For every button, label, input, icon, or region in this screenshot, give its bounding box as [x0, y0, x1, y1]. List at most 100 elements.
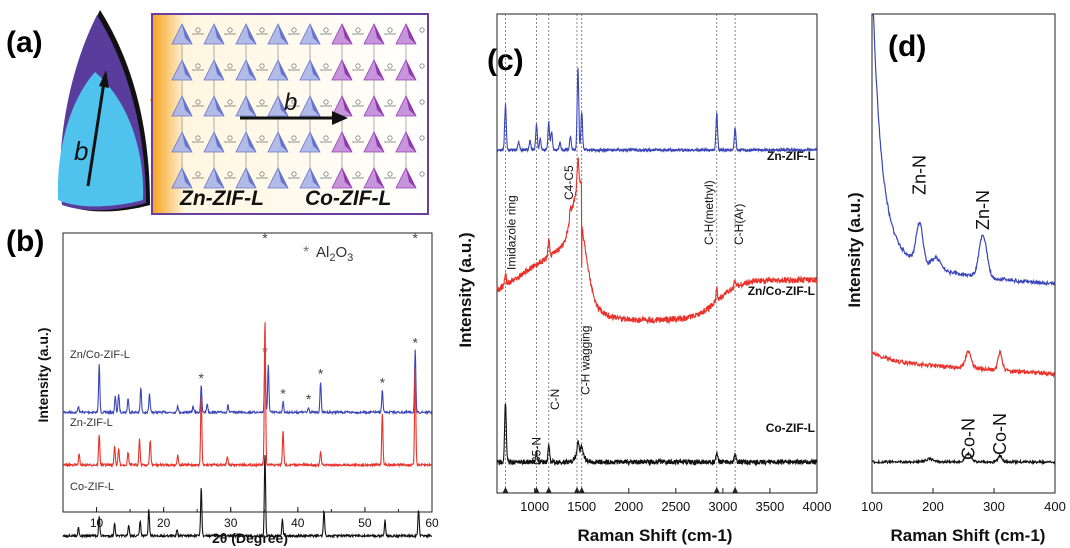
- xrd-al2o3-marker: *: [306, 391, 312, 407]
- imidazolate-ring: [195, 135, 201, 141]
- raman-d-series-zn-co-zif-l: [871, 349, 1056, 379]
- xrd-al2o3-marker: *: [262, 230, 268, 246]
- raman-c-reference-label: C-H wagging: [579, 326, 593, 395]
- tetrahedron-face: [310, 168, 320, 188]
- raman-c-y-axis-label: Intensity (a.u.): [456, 232, 475, 347]
- raman-plot-c: 1000 1500 2000 2500 3000 3500 4000 Imidazole ri…: [496, 13, 831, 514]
- panel-c: (c) 1000 1500 2000 2500 3000 3500 4000 Imidazol…: [456, 13, 831, 545]
- tetrahedron-face: [342, 168, 352, 188]
- tetrahedron-face: [214, 132, 224, 152]
- imidazolate-ring: [419, 63, 425, 69]
- co-zif-l-label: Co-ZIF-L: [305, 187, 391, 210]
- imidazolate-ring: [259, 171, 265, 177]
- panel-c-label: (c): [487, 44, 524, 77]
- imidazolate-ring: [387, 27, 393, 33]
- imidazolate-ring: [355, 171, 361, 177]
- xrd-al2o3-marker: *: [318, 365, 324, 381]
- tetrahedron-face: [182, 60, 192, 80]
- xrd-al2o3-marker: *: [413, 230, 419, 246]
- imidazolate-ring: [195, 63, 201, 69]
- raman-c-series-zn-zif-l: [496, 67, 818, 154]
- imidazolate-ring: [291, 99, 297, 105]
- imidazolate-ring: [227, 171, 233, 177]
- raman-c-reference-marker: [502, 487, 509, 493]
- tetrahedron-face: [278, 132, 288, 152]
- raman-c-x-axis-label: Raman Shift (cm-1): [578, 526, 733, 545]
- xrd-series-zn-co-zif-l: [62, 349, 433, 416]
- imidazolate-ring: [419, 171, 425, 177]
- tetrahedron-face: [214, 24, 224, 44]
- imidazolate-ring: [387, 171, 393, 177]
- tetrahedron-face: [342, 132, 352, 152]
- imidazolate-ring: [291, 171, 297, 177]
- tetrahedron-face: [182, 96, 192, 116]
- imidazolate-ring: [259, 63, 265, 69]
- imidazolate-ring: [419, 27, 425, 33]
- tetrahedron-face: [374, 168, 384, 188]
- raman-c-series-label: Co-ZIF-L: [766, 421, 815, 435]
- panel-b-label: (b): [6, 225, 44, 258]
- raman-c-x-tick-label: 2000: [614, 499, 643, 514]
- xrd-x-tick-label: 50: [358, 516, 372, 530]
- zn-zif-l-label: Zn-ZIF-L: [179, 187, 264, 210]
- imidazolate-ring: [291, 27, 297, 33]
- tetrahedron-face: [310, 96, 320, 116]
- raman-c-series-zn-co-zif-l: [496, 157, 818, 325]
- xrd-series-label: Zn-ZIF-L: [70, 417, 113, 429]
- xrd-series-zn-zif-l: [62, 322, 433, 469]
- tetrahedron-face: [342, 60, 352, 80]
- raman-c-series-label: Zn/Co-ZIF-L: [748, 284, 815, 298]
- tetrahedron-face: [214, 60, 224, 80]
- imidazolate-ring: [291, 63, 297, 69]
- raman-d-annotation: Co-N: [990, 413, 1010, 455]
- lattice-structure: [171, 23, 425, 189]
- tetrahedron-face: [374, 96, 384, 116]
- xrd-x-tick-label: 40: [291, 516, 305, 530]
- raman-c-reference-marker: [574, 487, 580, 493]
- xrd-legend-o: O: [335, 244, 347, 261]
- imidazolate-ring: [355, 135, 361, 141]
- xrd-legend-sub3: 3: [347, 252, 353, 264]
- tetrahedron-face: [406, 60, 416, 80]
- imidazolate-ring: [387, 135, 393, 141]
- xrd-series-co-zif-l: [62, 455, 433, 540]
- xrd-x-axis-label: 2θ (Degree): [212, 530, 288, 546]
- raman-c-x-tick-label: 1500: [567, 499, 596, 514]
- xrd-al2o3-marker: *: [380, 374, 386, 390]
- raman-d-series-zn-zif-l: [872, 14, 1056, 287]
- imidazolate-ring: [291, 135, 297, 141]
- raman-d-annotation: Zn-N: [973, 190, 993, 230]
- imidazolate-ring: [227, 27, 233, 33]
- raman-c-reference-marker: [713, 487, 720, 493]
- tetrahedron-face: [246, 96, 256, 116]
- panel-d: (d) 100 200 300 400 Zn-N Zn-N Co-N Co-N Intensi…: [845, 13, 1066, 545]
- tetrahedron-face: [310, 132, 320, 152]
- panel-b: (b) 10 20 30 40 50 60 * * * * * * * Zn/Co-ZIF-L Zn-ZIF…: [6, 225, 439, 546]
- raman-d-x-tick-label: 200: [922, 499, 944, 514]
- xrd-x-tick-label: 10: [90, 516, 104, 530]
- imidazolate-ring: [323, 99, 329, 105]
- tetrahedron-face: [182, 24, 192, 44]
- raman-d-frame: [871, 13, 1056, 494]
- panel-a-label: (a): [6, 26, 43, 59]
- raman-d-x-tick-label: 300: [983, 499, 1005, 514]
- imidazolate-ring: [259, 27, 265, 33]
- tetrahedron-face: [278, 96, 288, 116]
- imidazolate-ring: [259, 135, 265, 141]
- raman-d-annotation: Co-N: [958, 418, 978, 460]
- panel-d-label: (d): [888, 30, 926, 63]
- raman-c-series-co-zif-l: [496, 403, 818, 467]
- imidazolate-ring: [259, 99, 265, 105]
- xrd-legend-marker: *: [303, 244, 309, 261]
- xrd-plot-frame: [62, 232, 433, 513]
- imidazolate-ring: [195, 99, 201, 105]
- b-axis-arrow: [86, 81, 106, 187]
- tetrahedron-face: [182, 132, 192, 152]
- raman-c-reference-marker: [578, 487, 585, 493]
- raman-c-frame: [496, 13, 818, 494]
- imidazolate-ring: [227, 135, 233, 141]
- tetrahedron-face: [374, 132, 384, 152]
- imidazolate-ring: [195, 27, 201, 33]
- imidazolate-ring: [227, 63, 233, 69]
- raman-c-series-label: Zn-ZIF-L: [767, 149, 815, 163]
